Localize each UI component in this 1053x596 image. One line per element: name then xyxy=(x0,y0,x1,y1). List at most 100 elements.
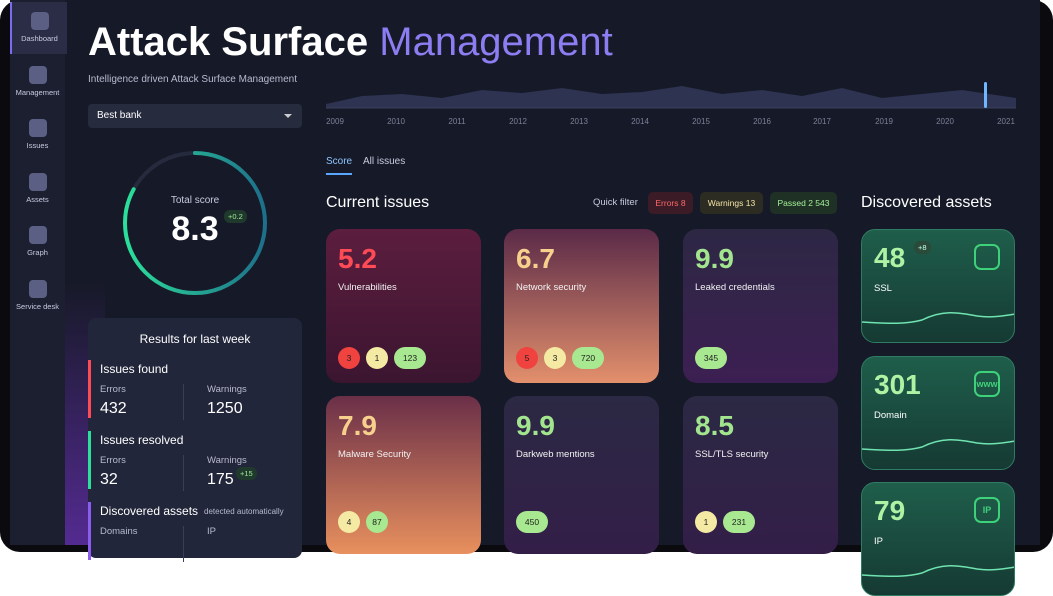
section-bar xyxy=(88,431,91,489)
wave xyxy=(862,439,1014,452)
timeline-year: 2011 xyxy=(448,117,466,126)
stat-value: 175 xyxy=(207,471,234,488)
sidebar-item[interactable]: Management xyxy=(10,56,65,108)
score-value: 8.3 xyxy=(171,210,219,248)
timeline[interactable] xyxy=(322,76,1022,131)
sidebar-item[interactable]: Dashboard xyxy=(10,2,67,54)
subtitle: Intelligence driven Attack Surface Manag… xyxy=(88,74,298,85)
sidebar-icon xyxy=(28,119,47,137)
issue-label: Darkweb mentions xyxy=(516,449,595,460)
timeline-year: 2020 xyxy=(936,117,954,126)
sidebar-item[interactable]: Graph xyxy=(10,216,65,268)
issue-label: Network security xyxy=(516,282,587,293)
timeline-area xyxy=(326,86,1016,108)
stat-label: IP xyxy=(207,526,216,537)
org-select[interactable]: Best bank xyxy=(88,104,302,128)
issue-badge: 720 xyxy=(572,347,604,369)
asset-icon: IP xyxy=(974,497,1000,523)
quick-filter-label: Quick filter xyxy=(593,197,638,208)
issue-badge: 3 xyxy=(338,347,360,369)
sidebar-icon xyxy=(28,172,47,191)
asset-label: SSL xyxy=(874,283,892,294)
issue-score: 8.5 xyxy=(695,410,734,441)
sidebar-item[interactable]: Issues xyxy=(10,109,65,161)
issue-score: 9.9 xyxy=(516,410,555,441)
quick-filter[interactable]: Warnings 13 xyxy=(700,192,763,214)
timeline-year: 2017 xyxy=(813,117,831,126)
score-ring xyxy=(123,151,267,295)
badges: 450 xyxy=(516,511,548,533)
stat-divider xyxy=(183,384,184,420)
asset-card[interactable]: 79 IP IP xyxy=(861,482,1015,596)
issue-badge: 450 xyxy=(516,511,548,533)
issue-card[interactable]: 8.5 SSL/TLS security 1 231 xyxy=(683,396,838,554)
timeline-handle xyxy=(984,82,987,108)
issue-card[interactable]: 9.9 Darkweb mentions 450 xyxy=(504,396,659,554)
timeline-year: 2013 xyxy=(570,117,588,126)
stat-delta: +15 xyxy=(236,467,257,480)
section-title: Current issues xyxy=(326,194,430,211)
issue-card[interactable]: 7.9 Malware Security 4 87 xyxy=(326,396,481,554)
issue-badge: 345 xyxy=(695,347,727,369)
sidebar-label: Management xyxy=(15,87,60,97)
badges: 5 3 720 xyxy=(516,347,604,369)
results-title: Results for last week xyxy=(139,332,251,346)
results-note: detected automatically xyxy=(204,507,284,516)
sidebar-icon xyxy=(28,279,47,298)
issue-label: Leaked credentials xyxy=(695,282,775,293)
wave xyxy=(862,565,1014,578)
timeline-year: 2009 xyxy=(326,117,344,126)
quick-filter[interactable]: Passed 2 543 xyxy=(770,192,837,214)
tab[interactable]: Score xyxy=(326,156,353,175)
timeline-year: 2014 xyxy=(631,117,649,126)
ring-arc xyxy=(123,151,267,295)
stat-label: Warnings xyxy=(207,455,247,466)
issue-score: 6.7 xyxy=(516,243,555,274)
asset-icon xyxy=(974,244,1000,270)
issue-badge: 87 xyxy=(366,511,388,533)
score-label: Total score xyxy=(170,195,220,206)
asset-label: IP xyxy=(874,536,883,547)
badges: 1 231 xyxy=(695,511,755,533)
asset-card[interactable]: 301 Domain www xyxy=(861,356,1015,470)
stat-label: Errors xyxy=(100,384,126,395)
issue-label: SSL/TLS security xyxy=(695,449,769,460)
section-bar xyxy=(88,502,91,560)
asset-card[interactable]: 48 +8 SSL xyxy=(861,229,1015,343)
results-section-title: Issues found xyxy=(100,362,169,376)
stat-divider xyxy=(183,526,184,562)
tab[interactable]: All issues xyxy=(363,156,406,167)
asset-wave xyxy=(862,439,1014,452)
section-bar xyxy=(88,360,91,418)
timeline-year: 2012 xyxy=(509,117,527,126)
issue-card[interactable]: 6.7 Network security 5 3 720 xyxy=(504,229,659,383)
asset-delta: +8 xyxy=(914,241,931,254)
sidebar-item[interactable]: Service desk xyxy=(10,270,65,322)
issue-card[interactable]: 5.2 Vulnerabilities 3 1 123 xyxy=(326,229,481,383)
sidebar-icon xyxy=(30,12,49,30)
issue-badge: 4 xyxy=(338,511,360,533)
title-accent: Management xyxy=(379,20,613,64)
stat-value: 432 xyxy=(100,400,127,417)
asset-icon: www xyxy=(974,371,1000,397)
org-select-value: Best bank xyxy=(97,110,142,121)
results-section-title: Discovered assets xyxy=(100,504,199,518)
asset-value: 301 xyxy=(874,369,921,400)
section-title: Discovered assets xyxy=(861,194,992,211)
issue-badge: 5 xyxy=(516,347,538,369)
issue-score: 5.2 xyxy=(338,243,377,274)
issue-card[interactable]: 9.9 Leaked credentials 345 xyxy=(683,229,838,383)
sidebar-label: Issues xyxy=(26,141,49,150)
stat-label: Domains xyxy=(100,526,138,537)
issue-score: 7.9 xyxy=(338,410,377,441)
sidebar-item[interactable]: Assets xyxy=(10,163,65,215)
quick-filter[interactable]: Errors 8 xyxy=(648,192,693,214)
issue-badge: 1 xyxy=(366,347,388,369)
asset-value: 48 xyxy=(874,242,906,273)
timeline-year: 2015 xyxy=(692,117,710,126)
issue-label: Vulnerabilities xyxy=(338,282,397,293)
stat-value: 1250 xyxy=(207,400,243,417)
caret xyxy=(284,114,292,122)
timeline-year: 2010 xyxy=(387,117,405,126)
